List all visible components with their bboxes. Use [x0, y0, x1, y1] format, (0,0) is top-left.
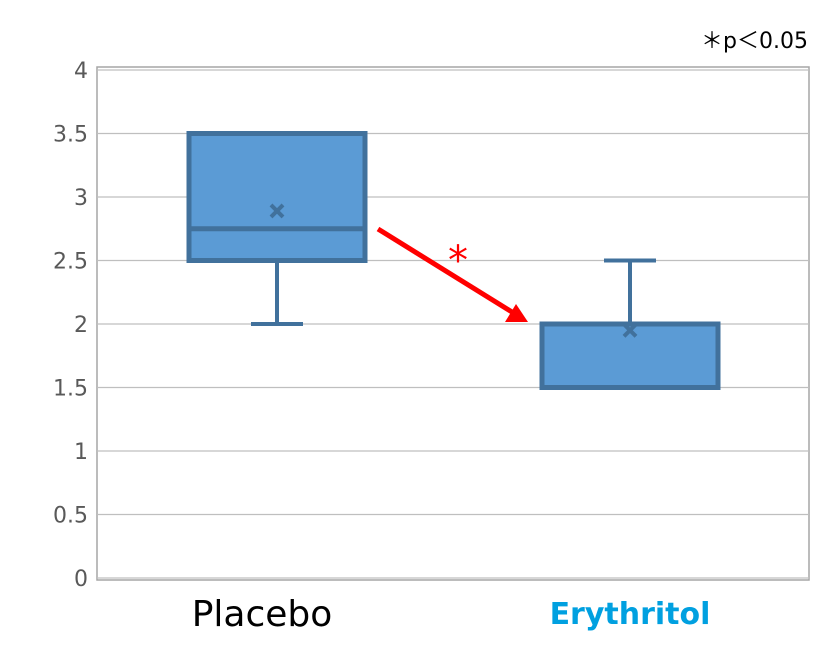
box-iqr [186, 131, 368, 263]
significance-arrow [376, 226, 514, 315]
significance-note: ＊p＜0.05 [701, 29, 808, 54]
y-tick-label: 1.5 [53, 377, 88, 402]
y-tick-label: 0.5 [53, 504, 88, 529]
significance-asterisk: * [448, 238, 468, 284]
box-erythritol [539, 258, 721, 390]
category-label-placebo: Placebo [192, 594, 333, 635]
mean-marker [269, 203, 285, 219]
y-tick-label: 3 [74, 186, 88, 211]
y-tick-label: 3.5 [53, 123, 88, 148]
y-tick-label: 2 [74, 313, 88, 338]
y-tick-label: 0 [74, 567, 88, 592]
category-label-erythritol: Erythritol [550, 597, 711, 632]
y-axis-tick-labels: 0 0.5 1 1.5 2 2.5 3 3.5 4 [53, 59, 88, 592]
gridlines [97, 69, 809, 579]
significance-annotation: * [376, 226, 528, 322]
arrow-head [505, 304, 528, 322]
box-series [186, 131, 721, 390]
x-axis-category-labels: Placebo Erythritol [192, 594, 711, 635]
mean-marker [622, 322, 638, 338]
box-placebo [186, 131, 368, 326]
y-tick-label: 2.5 [53, 250, 88, 275]
y-tick-label: 4 [74, 59, 88, 84]
box-iqr [539, 321, 721, 390]
y-tick-label: 1 [74, 440, 88, 465]
